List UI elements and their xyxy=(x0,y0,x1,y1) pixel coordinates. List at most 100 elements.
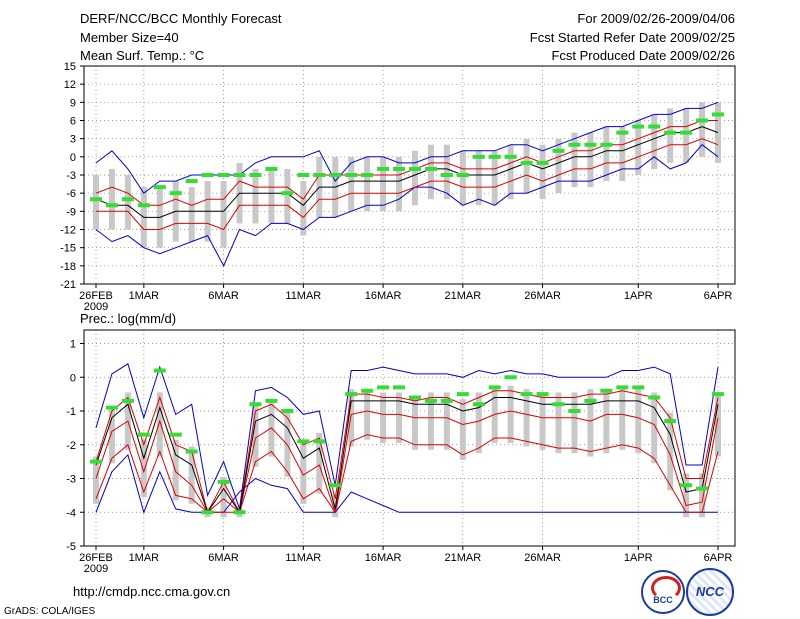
spread-box xyxy=(396,156,403,212)
observed-mark xyxy=(504,375,517,380)
spread-box xyxy=(555,392,562,454)
x-tick-label: 11MAR xyxy=(285,552,321,564)
observed-mark xyxy=(552,148,565,153)
observed-mark xyxy=(664,419,677,424)
observed-mark xyxy=(568,409,581,413)
observed-mark xyxy=(265,166,278,171)
spread-box xyxy=(523,138,530,194)
observed-mark xyxy=(217,173,230,177)
spread-line-lower2 xyxy=(95,434,719,514)
spread-box xyxy=(555,138,562,194)
precip-panel-title: Prec.: log(mm/d) xyxy=(80,311,177,326)
y-tick-label: 3 xyxy=(70,134,76,146)
spread-box xyxy=(587,389,594,457)
observed-mark xyxy=(233,173,246,177)
y-tick-label: -9 xyxy=(66,206,76,218)
y-tick-label: -3 xyxy=(66,170,76,182)
observed-mark xyxy=(201,173,214,177)
observed-mark xyxy=(281,409,294,413)
spread-box xyxy=(619,126,626,182)
x-year-label: 2009 xyxy=(84,563,108,575)
spread-box xyxy=(683,473,690,518)
spread-box xyxy=(459,150,466,206)
spread-box xyxy=(571,132,578,188)
x-tick-label: 16MAR xyxy=(365,552,402,564)
spread-box xyxy=(651,114,658,169)
spread-box xyxy=(603,389,610,454)
observed-mark xyxy=(313,439,326,444)
x-tick-label: 1MAR xyxy=(129,552,160,564)
spread-box xyxy=(651,392,658,464)
y-tick-label: 9 xyxy=(70,97,76,109)
observed-mark xyxy=(568,142,581,147)
observed-mark xyxy=(297,173,310,177)
observed-mark xyxy=(616,130,629,135)
spread-box xyxy=(539,144,546,200)
observed-mark xyxy=(361,388,374,393)
observed-mark xyxy=(456,392,469,397)
observed-mark xyxy=(408,166,421,171)
spread-box xyxy=(427,144,434,200)
spread-box xyxy=(172,439,179,501)
x-tick-label: 6MAR xyxy=(208,552,239,564)
y-tick-label: 6 xyxy=(70,116,76,128)
y-tick-label: -15 xyxy=(60,243,76,255)
spread-box xyxy=(364,156,371,212)
observed-mark xyxy=(185,449,198,454)
spread-box xyxy=(491,150,498,206)
observed-mark xyxy=(616,385,629,390)
observed-mark xyxy=(361,173,374,177)
spread-box xyxy=(667,108,674,163)
spread-box xyxy=(715,102,721,163)
spread-box xyxy=(571,392,578,454)
observed-mark xyxy=(696,486,709,491)
spread-box xyxy=(268,168,275,224)
x-tick-label: 21MAR xyxy=(444,552,481,564)
ncc-logo-text: NCC xyxy=(695,584,725,599)
spread-box xyxy=(252,405,259,467)
spread-box xyxy=(93,175,99,230)
spread-box xyxy=(635,120,642,175)
observed-mark xyxy=(201,510,214,515)
spread-box xyxy=(396,392,403,444)
spread-box xyxy=(380,392,387,444)
envelope-line-min xyxy=(95,144,719,267)
spread-box xyxy=(475,150,482,206)
observed-mark xyxy=(377,385,390,390)
y-tick-label: 0 xyxy=(70,152,76,164)
observed-mark xyxy=(249,173,262,177)
spread-line-upper xyxy=(95,390,719,514)
spread-box xyxy=(411,395,418,450)
observed-mark xyxy=(153,368,166,373)
source-url[interactable]: http://cmdp.ncc.cma.gov.cn xyxy=(73,584,231,599)
observed-mark xyxy=(408,395,421,400)
y-tick-label: -12 xyxy=(60,225,76,237)
x-tick-label: 1APR xyxy=(624,290,653,302)
spread-box xyxy=(188,446,195,504)
y-tick-label: -2 xyxy=(66,440,76,452)
spread-line-lower xyxy=(95,410,719,514)
observed-mark xyxy=(137,432,150,437)
observed-mark xyxy=(329,173,342,177)
y-tick-label: -21 xyxy=(60,279,76,291)
y-tick-label: -6 xyxy=(66,188,76,200)
observed-mark xyxy=(90,459,102,464)
spread-box xyxy=(348,156,355,212)
spread-box xyxy=(459,399,466,460)
observed-mark xyxy=(584,398,597,403)
bcc-swirl-icon xyxy=(651,576,681,600)
forecast-produced-date: Fcst Produced Date 2009/02/26 xyxy=(551,48,735,63)
spread-box xyxy=(603,126,610,182)
spread-line-lower xyxy=(96,138,719,231)
observed-mark xyxy=(584,142,597,147)
y-tick-label: -18 xyxy=(60,261,76,273)
observed-mark xyxy=(472,402,485,407)
y-tick-label: 12 xyxy=(64,79,76,91)
spread-line-upper xyxy=(95,120,718,206)
observed-mark xyxy=(313,173,326,177)
variable-label: Mean Surf. Temp.: °C xyxy=(80,48,205,63)
observed-mark xyxy=(472,154,485,159)
observed-mark xyxy=(233,510,246,515)
spread-box xyxy=(140,439,147,498)
observed-mark xyxy=(680,483,693,488)
